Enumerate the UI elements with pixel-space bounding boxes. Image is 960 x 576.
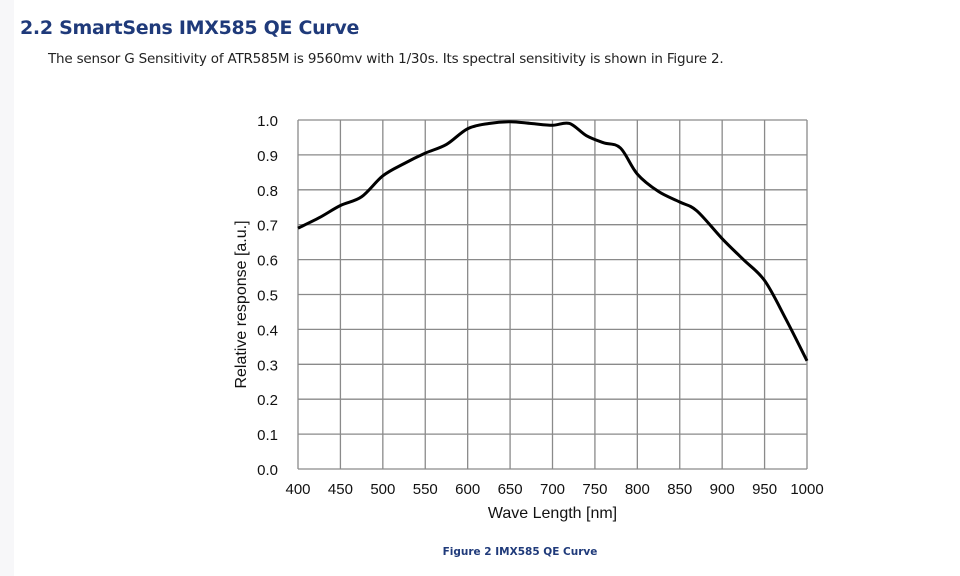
y-tick-label: 0.1: [257, 427, 278, 444]
x-tick-label: 600: [455, 481, 480, 498]
y-tick-label: 1.0: [257, 113, 278, 130]
figure-caption: Figure 2 IMX585 QE Curve: [442, 546, 598, 558]
x-axis-label: Wave Length [nm]: [488, 505, 617, 522]
page-margin: [0, 0, 14, 576]
qe-curve-line: [297, 120, 809, 362]
y-axis-label: Relative response [a.u.]: [233, 220, 250, 388]
y-tick-label: 0.4: [257, 322, 278, 339]
x-tick-label: 900: [710, 481, 735, 498]
y-tick-label: 0.8: [257, 183, 278, 200]
x-tick-label: 500: [370, 481, 395, 498]
y-tick-label: 0.2: [257, 392, 278, 409]
y-tick-label: 0.0: [257, 462, 278, 479]
section-title: 2.2 SmartSens IMX585 QE Curve: [20, 17, 360, 39]
x-tick-label: 450: [328, 481, 353, 498]
x-tick-label: 800: [625, 481, 650, 498]
x-tick-label: 850: [667, 481, 692, 498]
y-tick-label: 0.3: [257, 357, 278, 374]
y-tick-label: 0.6: [257, 253, 278, 270]
x-tick-label: 400: [285, 481, 310, 498]
y-tick-label: 0.5: [257, 288, 278, 305]
y-tick-label: 0.9: [257, 148, 278, 165]
x-tick-label: 950: [752, 481, 777, 498]
x-tick-label: 700: [540, 481, 565, 498]
x-tick-label: 650: [498, 481, 523, 498]
y-tick-label: 0.7: [257, 218, 278, 235]
x-tick-label: 550: [413, 481, 438, 498]
section-paragraph: The sensor G Sensitivity of ATR585M is 9…: [48, 51, 724, 67]
x-tick-label: 750: [582, 481, 607, 498]
x-tick-label: 1000: [790, 481, 823, 498]
